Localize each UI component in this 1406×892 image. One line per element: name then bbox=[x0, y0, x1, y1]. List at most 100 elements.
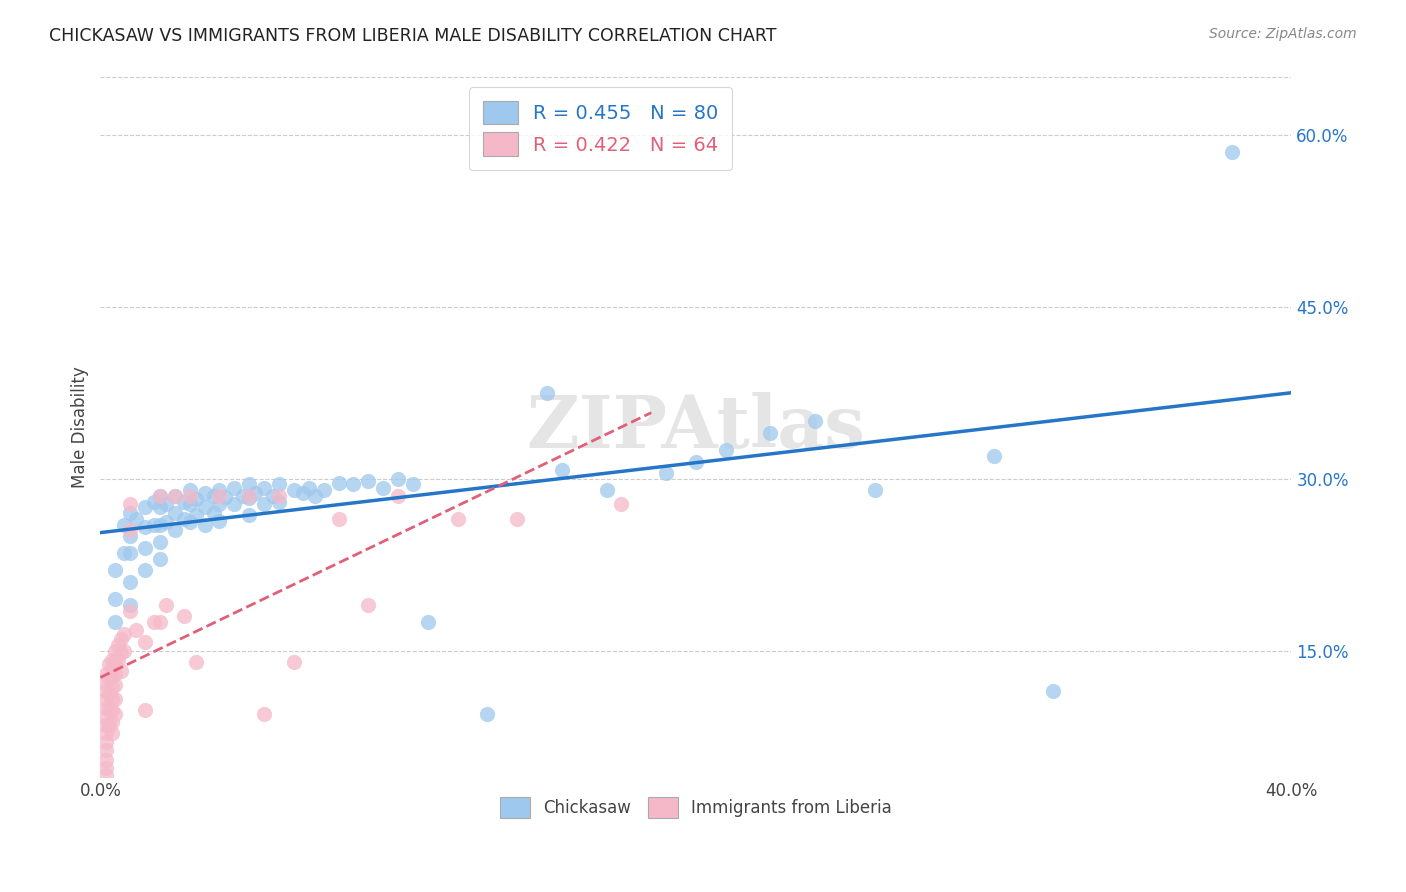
Point bbox=[101, 653, 124, 667]
Point bbox=[112, 517, 135, 532]
Point bbox=[149, 615, 172, 629]
Point bbox=[112, 546, 135, 560]
Point bbox=[96, 692, 118, 706]
Point bbox=[238, 489, 260, 503]
Point bbox=[536, 385, 558, 400]
Point bbox=[120, 546, 142, 560]
Point bbox=[149, 552, 172, 566]
Point bbox=[96, 701, 118, 715]
Point bbox=[120, 524, 142, 538]
Point bbox=[357, 598, 380, 612]
Point bbox=[104, 678, 127, 692]
Point bbox=[173, 512, 195, 526]
Point bbox=[110, 665, 132, 679]
Point bbox=[267, 477, 290, 491]
Point bbox=[101, 661, 124, 675]
Point bbox=[214, 490, 236, 504]
Point bbox=[283, 483, 305, 498]
Point bbox=[96, 718, 118, 732]
Point bbox=[96, 726, 118, 740]
Point bbox=[104, 615, 127, 629]
Point bbox=[328, 512, 350, 526]
Point bbox=[506, 512, 529, 526]
Point bbox=[328, 476, 350, 491]
Point bbox=[759, 425, 782, 440]
Point bbox=[142, 494, 165, 508]
Point bbox=[267, 489, 290, 503]
Point bbox=[304, 489, 326, 503]
Point bbox=[447, 512, 470, 526]
Point bbox=[685, 454, 707, 468]
Point bbox=[98, 657, 121, 672]
Point bbox=[104, 644, 127, 658]
Point bbox=[387, 472, 409, 486]
Point bbox=[134, 564, 156, 578]
Text: ZIPAtlas: ZIPAtlas bbox=[526, 392, 865, 463]
Point bbox=[134, 634, 156, 648]
Point bbox=[208, 483, 231, 498]
Point bbox=[120, 574, 142, 589]
Point bbox=[101, 703, 124, 717]
Point bbox=[173, 494, 195, 508]
Point bbox=[184, 508, 207, 523]
Point bbox=[120, 497, 142, 511]
Point bbox=[104, 655, 127, 669]
Point bbox=[142, 615, 165, 629]
Point bbox=[96, 743, 118, 757]
Point bbox=[714, 443, 737, 458]
Point bbox=[149, 489, 172, 503]
Point bbox=[163, 489, 186, 503]
Point bbox=[96, 761, 118, 775]
Point bbox=[142, 517, 165, 532]
Point bbox=[291, 485, 314, 500]
Text: CHICKASAW VS IMMIGRANTS FROM LIBERIA MALE DISABILITY CORRELATION CHART: CHICKASAW VS IMMIGRANTS FROM LIBERIA MAL… bbox=[49, 27, 776, 45]
Point bbox=[96, 735, 118, 749]
Point bbox=[253, 706, 276, 721]
Point bbox=[238, 491, 260, 506]
Point bbox=[184, 655, 207, 669]
Point bbox=[120, 604, 142, 618]
Point bbox=[149, 534, 172, 549]
Point bbox=[232, 489, 254, 503]
Point bbox=[179, 489, 201, 503]
Point bbox=[96, 676, 118, 690]
Point bbox=[610, 497, 633, 511]
Point bbox=[104, 592, 127, 607]
Point bbox=[96, 767, 118, 781]
Point bbox=[98, 703, 121, 717]
Point bbox=[312, 483, 335, 498]
Point bbox=[173, 609, 195, 624]
Point bbox=[194, 485, 217, 500]
Point bbox=[96, 684, 118, 698]
Point bbox=[149, 489, 172, 503]
Point bbox=[224, 481, 246, 495]
Point bbox=[357, 474, 380, 488]
Text: Source: ZipAtlas.com: Source: ZipAtlas.com bbox=[1209, 27, 1357, 41]
Point bbox=[110, 632, 132, 647]
Point bbox=[96, 753, 118, 767]
Point bbox=[101, 726, 124, 740]
Point bbox=[208, 497, 231, 511]
Point bbox=[194, 517, 217, 532]
Point bbox=[551, 462, 574, 476]
Point bbox=[298, 481, 321, 495]
Point bbox=[98, 687, 121, 701]
Point bbox=[110, 646, 132, 660]
Point bbox=[238, 477, 260, 491]
Point bbox=[238, 508, 260, 523]
Point bbox=[104, 706, 127, 721]
Point bbox=[163, 524, 186, 538]
Point bbox=[194, 500, 217, 515]
Point bbox=[267, 494, 290, 508]
Point bbox=[179, 497, 201, 511]
Point bbox=[804, 414, 827, 428]
Point bbox=[208, 489, 231, 503]
Point bbox=[104, 692, 127, 706]
Point bbox=[983, 449, 1005, 463]
Point bbox=[112, 626, 135, 640]
Point bbox=[107, 638, 129, 652]
Point bbox=[98, 718, 121, 732]
Point bbox=[245, 485, 267, 500]
Point bbox=[863, 483, 886, 498]
Point bbox=[1220, 145, 1243, 159]
